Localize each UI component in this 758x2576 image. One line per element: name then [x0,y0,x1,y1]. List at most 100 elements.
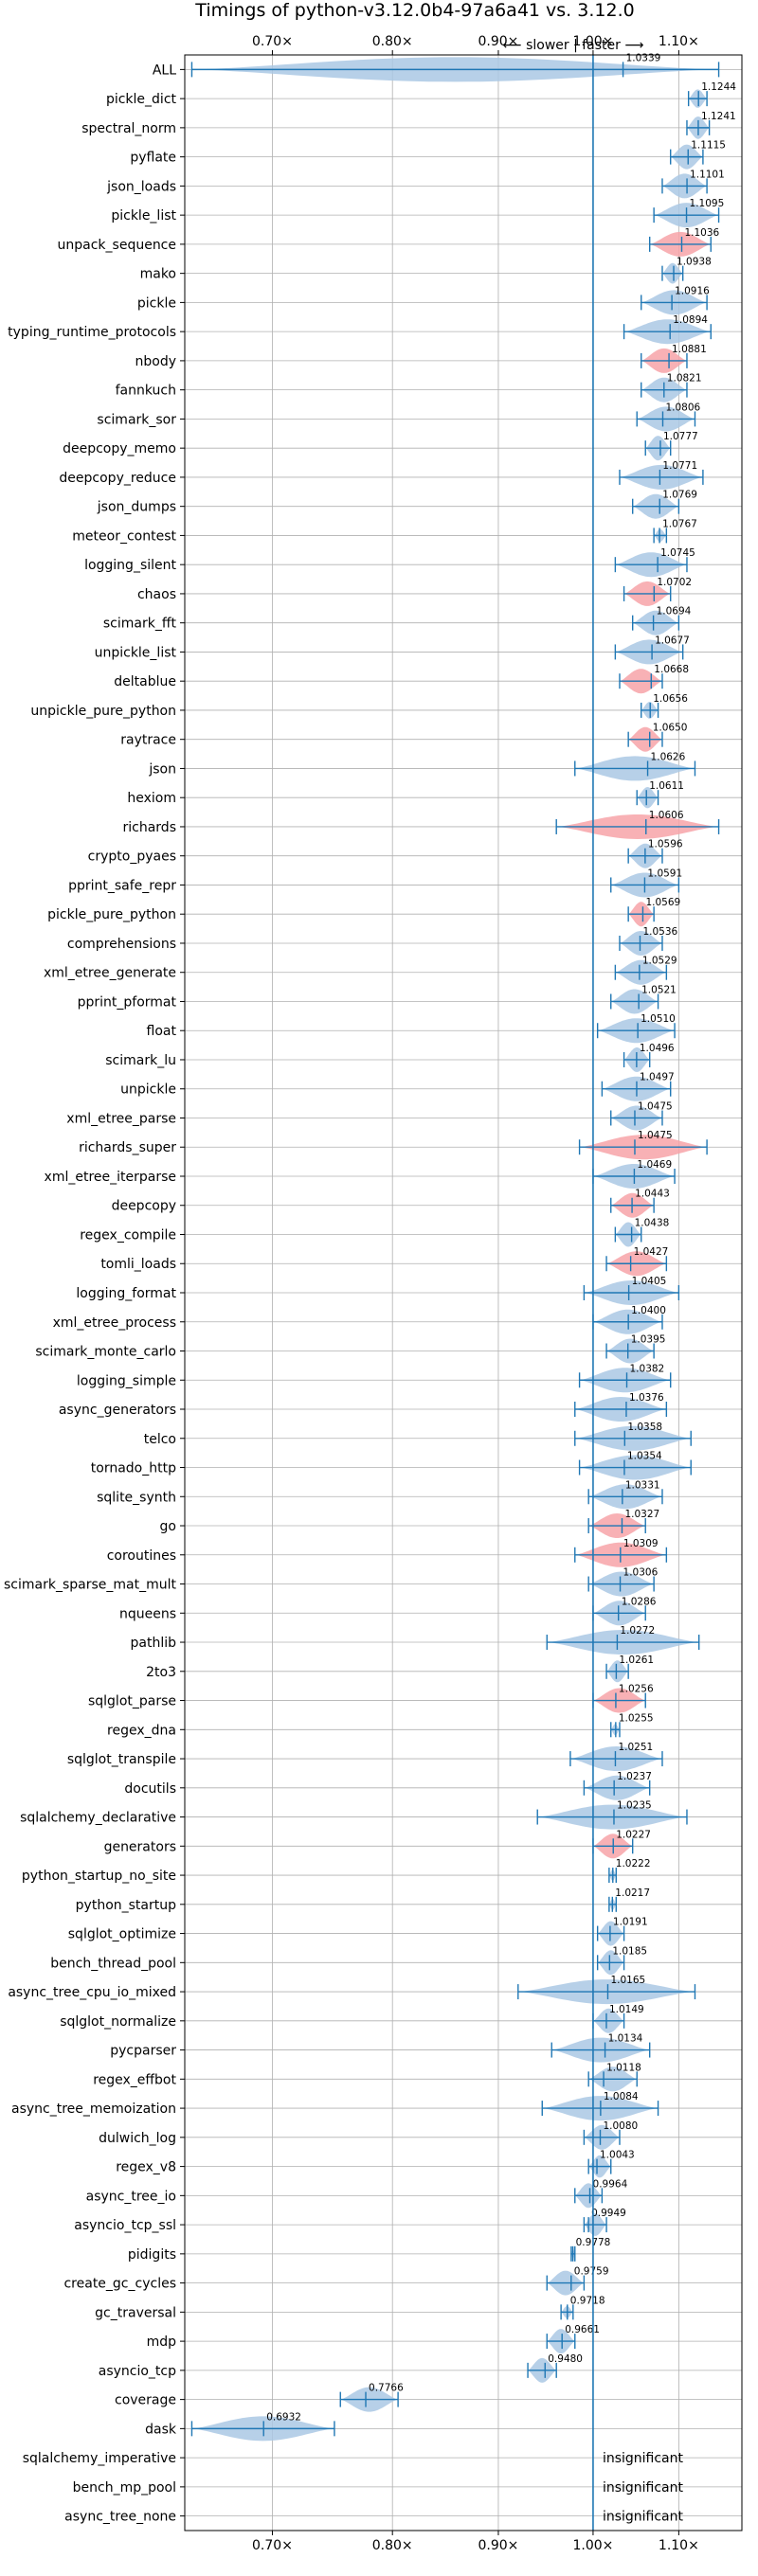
data-label: 1.0821 [667,373,702,385]
data-label: 1.1115 [691,140,726,152]
data-label: 1.0469 [637,1159,672,1171]
category-label: async_tree_cpu_io_mixed [8,1985,176,2000]
category-label: bench_thread_pool [50,1956,176,1971]
data-label: 1.0134 [608,2033,643,2045]
data-label: 1.0235 [617,1800,652,1812]
category-label: mako [140,267,176,282]
category-label: nqueens [119,1606,176,1621]
category-label: logging_silent [84,558,176,573]
data-label: 1.0529 [642,956,677,967]
category-label: unpickle [120,1082,176,1098]
data-label: 1.0272 [620,1625,655,1637]
data-label: 1.0916 [675,285,710,296]
data-label: 1.0185 [612,1945,647,1957]
category-label: json_loads [106,179,176,194]
chart-title: Timings of python-v3.12.0b4-97a6a41 vs. … [194,0,634,21]
data-label: 1.0309 [623,1538,659,1549]
data-label: 1.0217 [615,1887,650,1899]
category-label: json [148,761,176,777]
category-label: pickle_pure_python [47,907,176,922]
data-label: 1.0427 [634,1246,669,1258]
category-label: logging_format [76,1286,176,1301]
data-label: 1.0938 [677,257,712,268]
top-tick-label: 1.00× [572,34,613,49]
data-label: 1.0475 [638,1130,673,1141]
bottom-tick-label: 1.00× [572,2538,613,2553]
category-label: nbody [135,354,177,369]
data-label: 1.0606 [649,810,684,821]
data-label: 1.0382 [630,1363,665,1374]
category-label: asyncio_tcp [99,2364,176,2379]
category-label: python_startup_no_site [22,1869,176,1884]
category-label: gc_traversal [95,2305,176,2320]
category-label: regex_v8 [116,2160,176,2175]
data-label: 1.0767 [662,518,697,529]
data-label: 1.0331 [625,1479,660,1491]
data-label: 1.0521 [641,984,677,995]
data-label: 1.0668 [654,664,689,675]
category-label: regex_effbot [93,2072,176,2087]
data-label: 1.0771 [662,460,697,472]
data-label: 0.9964 [593,2178,628,2190]
data-label: 1.1244 [701,81,736,93]
data-label: 1.0443 [635,1189,670,1200]
category-label: pidigits [128,2247,176,2263]
data-label: 0.9759 [574,2266,609,2278]
data-label: 1.0255 [619,1712,654,1724]
category-label: fannkuch [116,384,176,399]
category-label: tomli_loads [100,1257,176,1272]
category-label: unpickle_pure_python [30,704,176,719]
category-label: ALL [153,63,176,78]
top-tick-label: 0.90× [478,34,519,49]
category-label: crypto_pyaes [88,850,176,865]
category-label: sqlglot_normalize [60,2014,176,2030]
data-label: 1.0438 [635,1217,670,1228]
category-label: unpickle_list [95,645,177,660]
data-label: 1.0694 [657,606,692,617]
category-label: raytrace [120,733,176,748]
category-label: sqlalchemy_declarative [20,1811,176,1826]
data-label: 1.0702 [657,577,692,588]
category-label: pycparser [110,2044,176,2059]
data-label: 0.7766 [369,2383,404,2394]
data-label: 1.0894 [673,314,708,326]
data-label: 1.0286 [622,1596,657,1607]
bottom-tick-label: 0.80× [372,2538,413,2553]
data-label: 1.0650 [653,723,688,734]
top-tick-label: 1.10× [659,34,699,49]
data-label: 1.0084 [604,2091,639,2102]
data-label: 0.9480 [548,2353,583,2365]
category-label: coroutines [107,1548,176,1564]
category-label: xml_etree_generate [44,966,176,981]
category-label: sqlglot_parse [88,1694,176,1709]
data-label: 1.0405 [632,1276,667,1287]
bottom-tick-label: 0.70× [252,2538,293,2553]
data-label: 1.0510 [641,1013,676,1025]
category-label: deltablue [114,674,176,689]
category-label: pprint_pformat [78,994,177,1010]
category-label: scimark_sparse_mat_mult [4,1578,176,1593]
category-label: regex_compile [80,1227,176,1243]
data-label: 1.0227 [616,1829,651,1840]
data-label: 1.0354 [627,1451,662,1462]
data-label: 1.1036 [684,227,719,239]
category-label: hexiom [127,791,176,806]
data-label: 1.0745 [660,547,695,559]
data-label: 1.0395 [631,1334,666,1346]
category-label: scimark_fft [103,617,177,632]
category-label: sqlalchemy_imperative [23,2451,176,2466]
category-label: regex_dna [107,1723,176,1738]
data-label: 1.0306 [623,1567,659,1579]
data-label: 0.9718 [570,2295,605,2306]
data-label: 0.9949 [591,2208,626,2219]
data-label: 1.0881 [672,344,707,355]
category-label: async_tree_memoization [11,2102,176,2117]
category-label: xml_etree_process [53,1315,176,1331]
data-label: 1.1241 [701,111,736,122]
category-label: typing_runtime_protocols [8,325,176,340]
category-label: xml_etree_parse [66,1111,176,1126]
data-label: 1.0191 [613,1917,648,1928]
data-label: 1.0769 [662,490,697,501]
data-label: 1.0496 [640,1043,675,1054]
category-label: 2to3 [146,1665,176,1680]
